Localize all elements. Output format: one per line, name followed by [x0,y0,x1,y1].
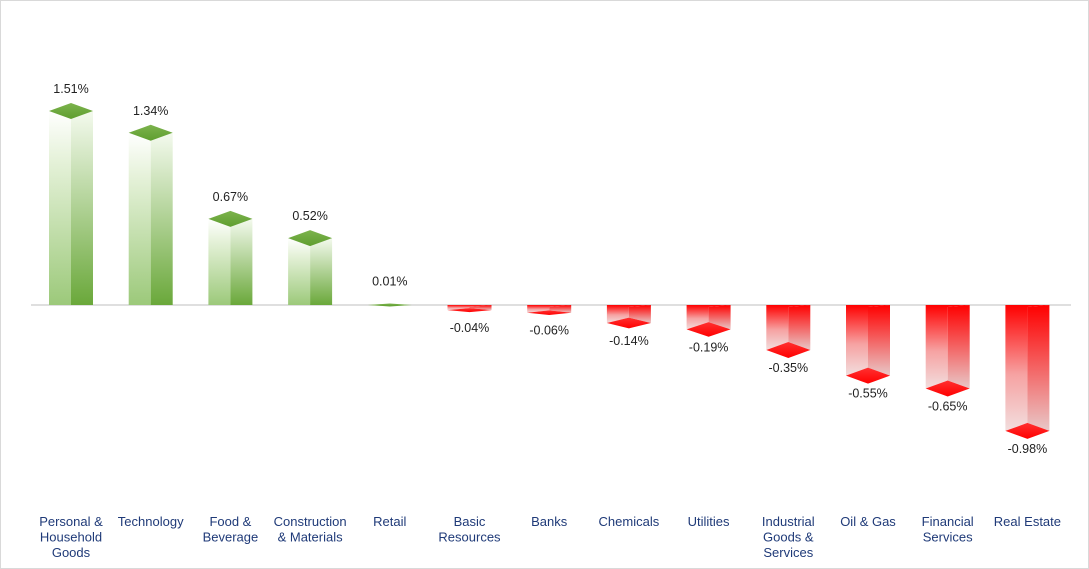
value-label-utilities: -0.19% [689,340,729,354]
bar-cap [288,230,333,247]
bar-face [128,132,151,305]
category-label-banks: Banks [531,514,568,529]
category-labels-group: Personal & Household Goods Technology Food &… [39,514,1061,560]
bars-group [49,102,1050,439]
value-label-retail: 0.01% [372,275,407,289]
bar-cap [367,303,412,307]
value-label-technology: 1.34% [133,104,168,118]
bar-cap [128,124,173,141]
bar-side [71,110,93,305]
bar-side [628,305,651,323]
bar-side [150,132,173,305]
bar-side [1027,305,1050,431]
bar-industrial-goods-services [766,305,811,358]
category-label-utilities: Utilities [688,514,730,529]
bar-side [230,218,253,305]
bar-cap [846,367,890,384]
value-label-basic-resources: -0.04% [450,321,490,335]
category-label-retail: Retail [373,514,406,529]
bar-side [310,238,333,305]
bar-side [868,305,890,376]
bar-chemicals [606,305,651,329]
bar-construction-materials [288,230,333,305]
bar-banks [527,305,572,316]
value-label-real-estate: -0.98% [1008,442,1048,456]
category-label-technology: Technology [118,514,184,529]
value-label-food-beverage: 0.67% [213,190,248,204]
bar-financial-services [925,305,970,397]
bar-cap [925,380,970,397]
bar-real-estate [1005,305,1050,439]
bar-cap [1005,422,1050,439]
bar-utilities [686,305,731,337]
category-label-oil-gas: Oil & Gas [840,514,896,529]
category-label-real-estate: Real Estate [994,514,1061,529]
value-labels-group: 1.51% 1.34% 0.67% 0.52% 0.01% -0.04% -0.06% -0.… [53,82,1047,456]
bar-side [788,305,811,350]
bar-side [549,305,572,313]
bar-food-beverage [208,210,253,305]
category-label-personal-household-goods: Personal & Household Goods [39,514,103,560]
bar-technology [128,124,173,305]
value-label-chemicals: -0.14% [609,334,649,348]
bar-cap [686,322,731,337]
bar-side [708,305,731,330]
category-label-basic-resources: Basic Resources [438,514,501,545]
bar-cap [49,102,93,119]
value-label-industrial-goods-services: -0.35% [768,361,808,375]
value-label-financial-services: -0.65% [928,400,968,414]
value-label-banks: -0.06% [529,324,569,338]
value-label-construction-materials: 0.52% [292,209,327,223]
bar-cap [527,310,572,316]
value-label-personal-household-goods: 1.51% [53,82,88,96]
bar-side [469,305,492,311]
category-label-industrial-goods-services: Industrial Goods & Services [762,514,815,560]
bar-basic-resources [447,305,492,313]
category-label-construction-materials: Construction & Materials [274,514,347,545]
bar-face [288,238,311,305]
category-label-chemicals: Chemicals [599,514,660,529]
bar-face [208,218,231,305]
bar-oil-gas [846,305,890,384]
bar-cap [606,317,651,329]
bar-cap [208,210,253,227]
bar-retail [367,303,412,307]
category-label-financial-services: Financial Services [922,514,974,545]
bar-side [947,305,970,389]
value-label-oil-gas: -0.55% [848,387,888,401]
category-label-food-beverage: Food & Beverage [203,514,259,545]
bar-cap [766,341,811,358]
bar-face [49,110,71,305]
bar-personal-household-goods [49,102,93,305]
bar-cap [447,308,492,313]
